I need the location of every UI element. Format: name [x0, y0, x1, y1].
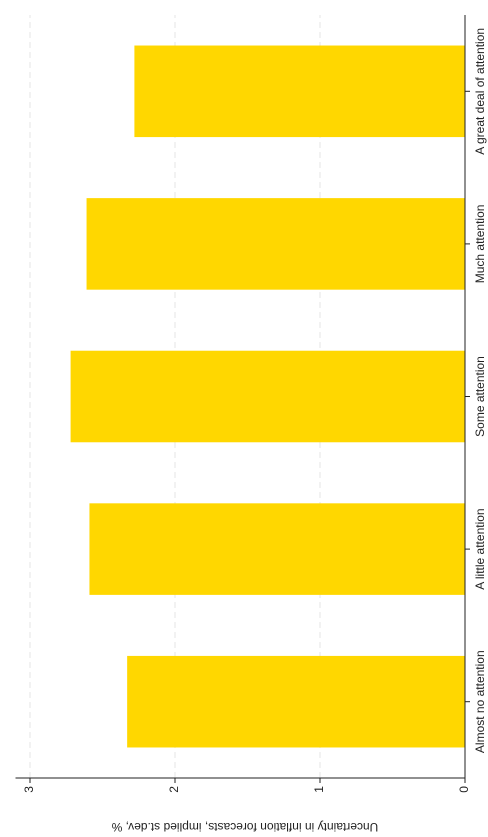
rotated-plot: Uncertainty in inflation forecasts, impl… — [15, 15, 487, 834]
x-tick-label: Some attention — [473, 356, 487, 437]
bar — [134, 45, 465, 138]
y-tick-label: 2 — [167, 786, 181, 793]
x-tick-label: Much attention — [473, 205, 487, 284]
bar — [70, 350, 465, 443]
x-tick-label: Almost no attention — [473, 650, 487, 753]
bar — [86, 198, 466, 290]
x-tick-label: A little attention — [473, 508, 487, 589]
bar — [89, 503, 465, 595]
y-tick-label: 0 — [457, 786, 471, 793]
x-tick-label: A great deal of attention — [473, 28, 487, 155]
y-tick-label: 1 — [312, 786, 326, 793]
bar — [127, 655, 466, 748]
y-tick-label: 3 — [22, 786, 36, 793]
value-axis-title: Uncertainty in inflation forecasts, impl… — [111, 820, 378, 834]
